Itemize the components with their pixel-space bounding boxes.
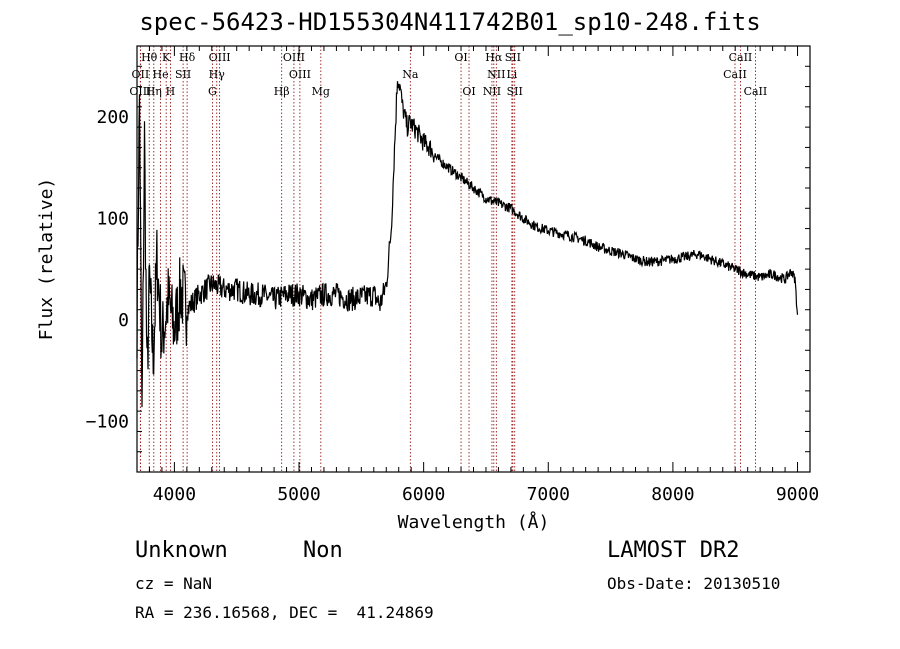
x-tick-label: 8000 (651, 484, 694, 505)
emission-line-label: Hη (146, 85, 162, 98)
y-tick-label: −100 (86, 411, 129, 432)
emission-line-label: SII (507, 85, 523, 98)
x-tick-label: 5000 (277, 484, 320, 505)
axis-ticks (136, 45, 811, 473)
emission-line-label: OIII (209, 51, 231, 64)
chart-title: spec-56423-HD155304N411742B01_sp10-248.f… (139, 8, 761, 36)
coordinates-label: RA = 236.16568, DEC = 41.24869 (135, 603, 434, 622)
emission-line-label: H (166, 85, 176, 98)
emission-line-label: OI (462, 85, 475, 98)
emission-line-label: OI (454, 51, 467, 64)
emission-line-label: Hδ (179, 51, 196, 64)
y-axis-label: Flux (relative) (36, 178, 57, 341)
survey-label: LAMOST DR2 (607, 538, 740, 563)
y-tick-label: 100 (96, 208, 129, 229)
emission-line-label: Na (402, 68, 419, 81)
emission-line-label: NII (483, 85, 501, 98)
spectrum-line (136, 81, 799, 408)
emission-line-label: Hθ (141, 51, 158, 64)
emission-line-label: K (162, 51, 171, 64)
subclass-label: Non (303, 538, 343, 563)
emission-line-label: SII (505, 51, 521, 64)
emission-line-label: G (208, 85, 217, 98)
y-tick-label: 200 (96, 107, 129, 128)
emission-line-label: Mg (312, 85, 330, 98)
emission-line-label: Hα (485, 51, 503, 64)
x-axis-label: Wavelength (Å) (398, 511, 550, 533)
emission-line-label: OII (132, 68, 150, 81)
emission-line-label: OIII (283, 51, 305, 64)
tick-labels: 4000 5000 6000 7000 8000 9000 −100 0 100 200 (86, 107, 820, 505)
x-tick-label: 4000 (153, 484, 196, 505)
emission-line-label: He (153, 68, 169, 81)
x-tick-label: 9000 (776, 484, 819, 505)
emission-line-label: Hγ (209, 68, 226, 81)
emission-line-label: OIII (289, 68, 311, 81)
cz-label: cz = NaN (135, 574, 213, 593)
emission-line-label: NII (487, 68, 505, 81)
emission-line-label: SII (175, 68, 191, 81)
emission-line-label: CaII (729, 51, 753, 64)
obs-date-label: Obs-Date: 20130510 (607, 574, 781, 593)
x-tick-label: 6000 (402, 484, 445, 505)
x-tick-label: 7000 (527, 484, 570, 505)
emission-line-label: CaII (744, 85, 768, 98)
emission-line-label: OIII (129, 85, 151, 98)
emission-line-label: Li (506, 68, 517, 81)
class-label: Unknown (135, 538, 228, 563)
emission-line-label: CaII (723, 68, 747, 81)
y-tick-label: 0 (118, 310, 129, 331)
emission-line-label: Hβ (274, 85, 290, 98)
